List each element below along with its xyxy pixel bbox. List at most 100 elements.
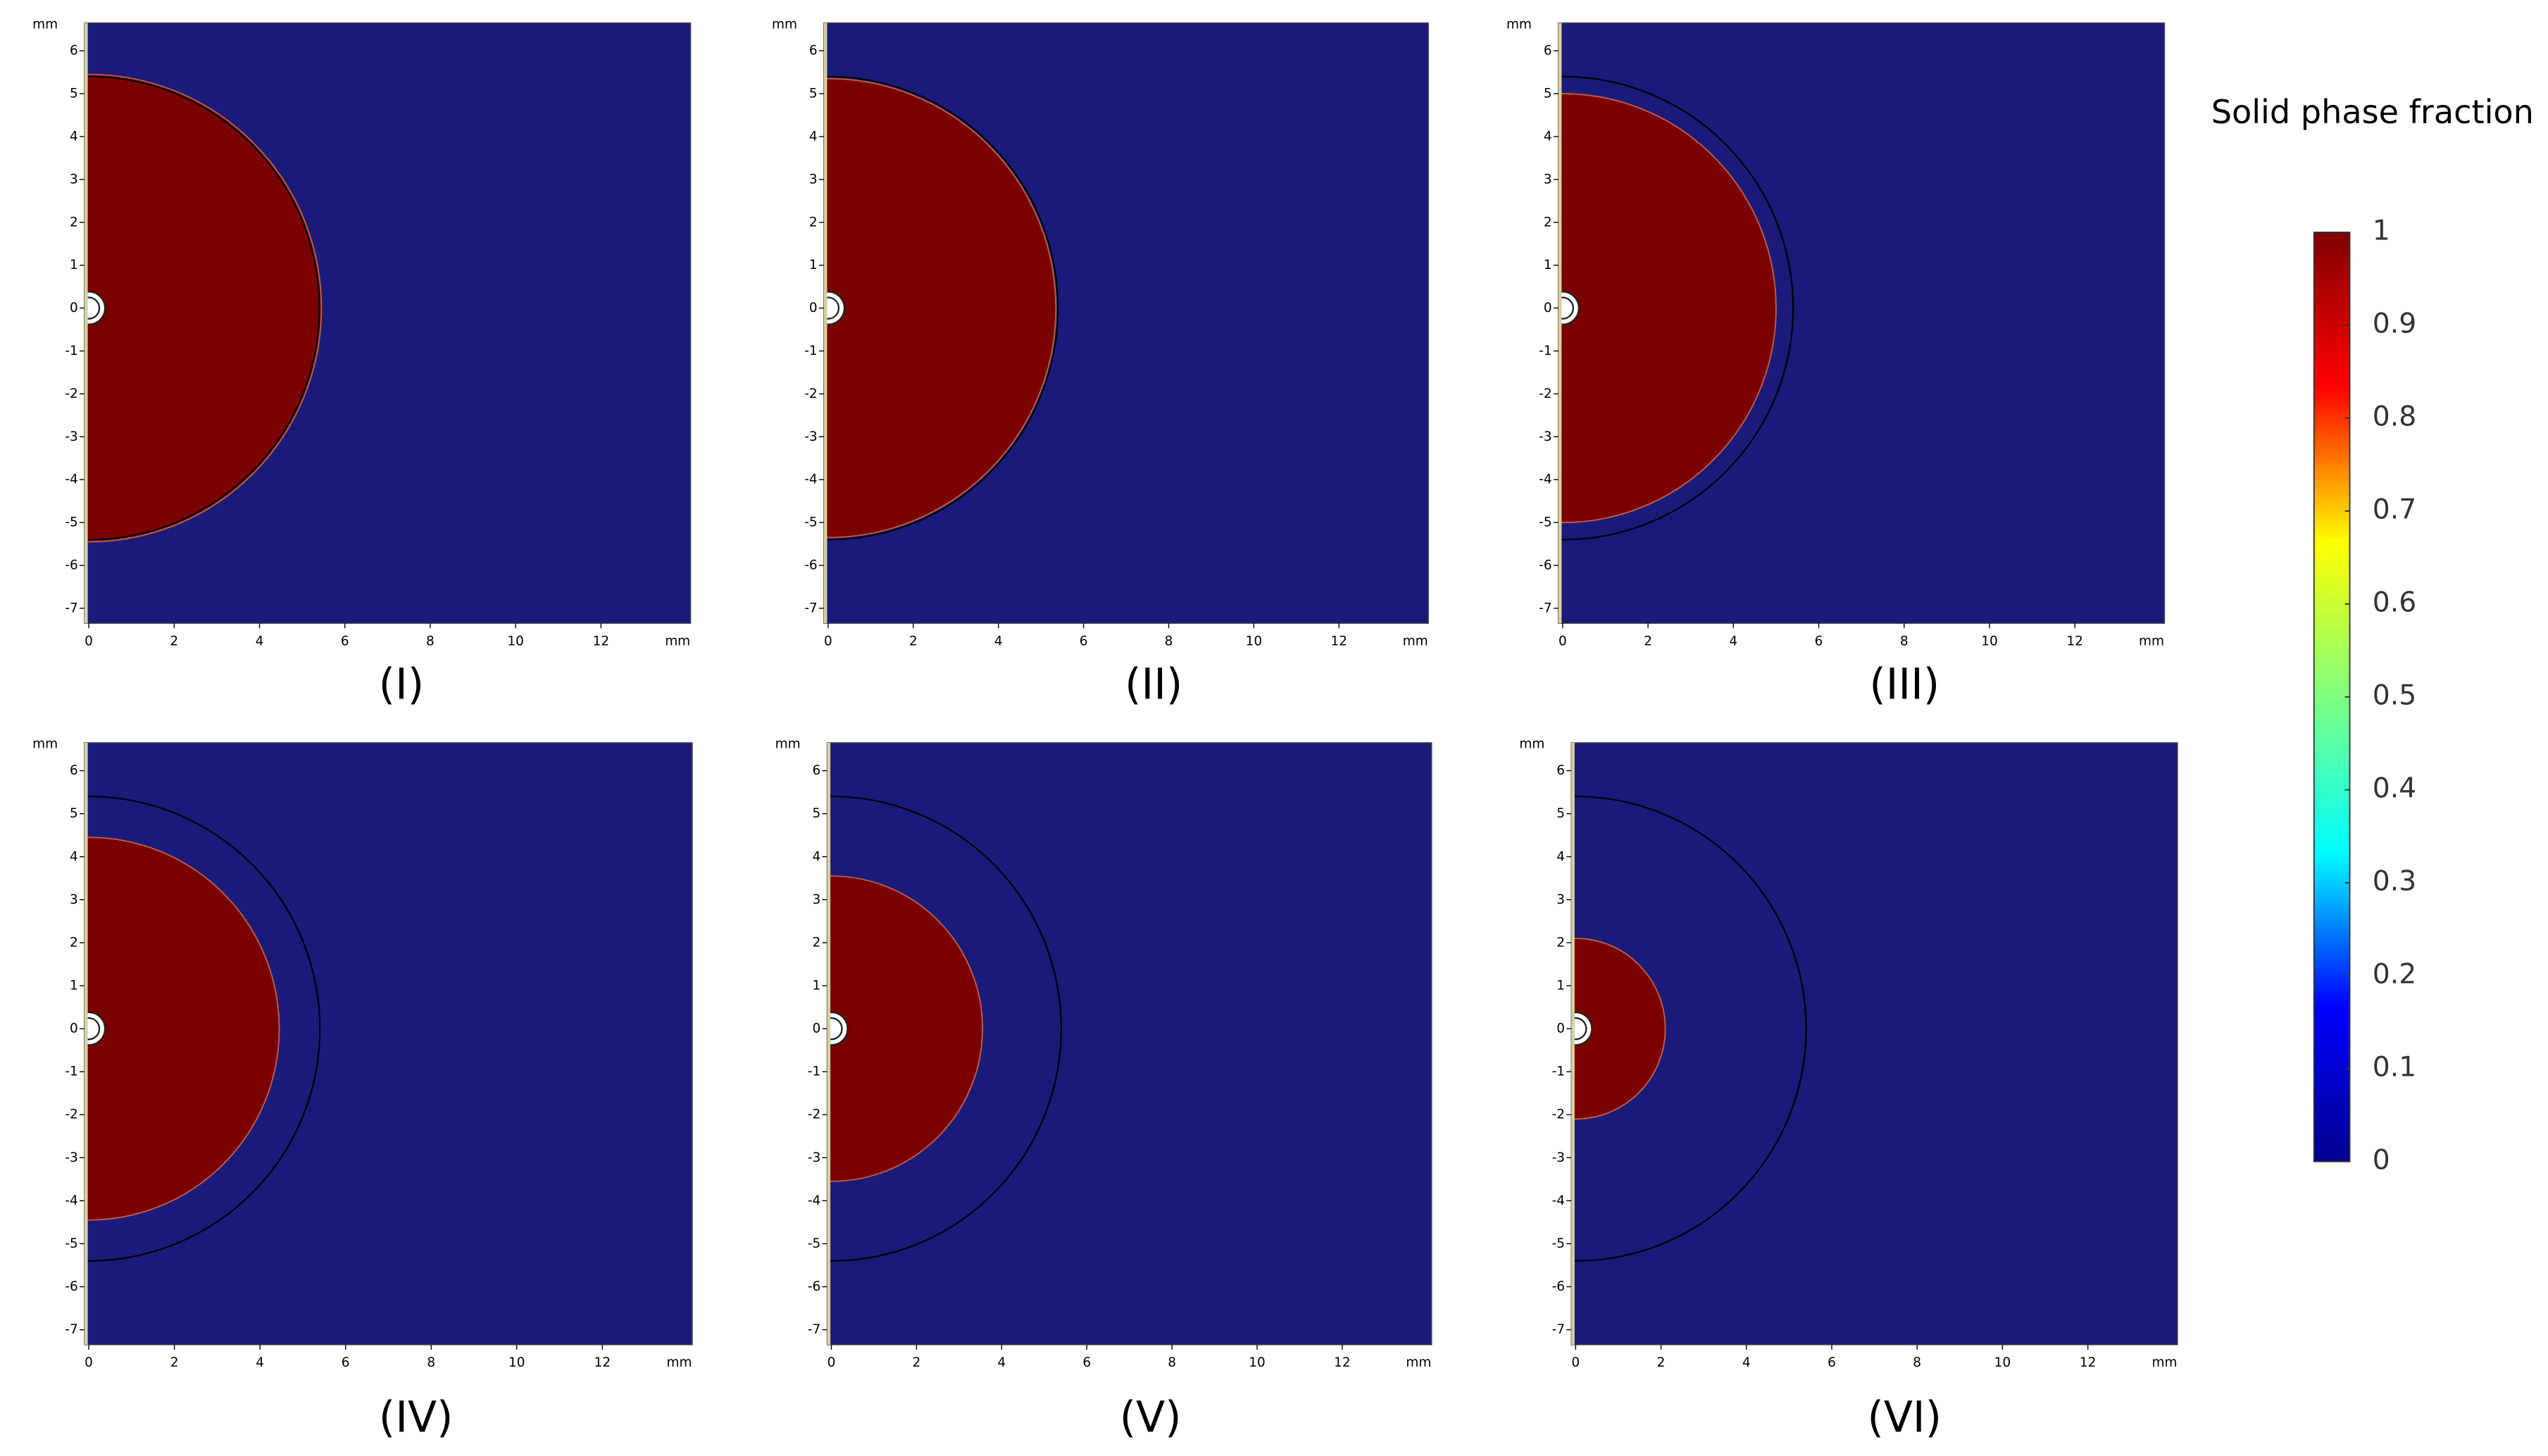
initial-boundary [84,75,320,541]
x-tick-label: 4 [1742,1355,1751,1370]
panel-label: (I) [379,660,424,709]
y-tick-label: -1 [1552,1065,1565,1079]
initial-boundary [823,75,1059,541]
x-unit: mm [667,1355,692,1370]
y-tick-label: -2 [65,387,77,401]
x-unit: mm [1406,1355,1431,1370]
x-tick-label: 2 [1644,634,1652,648]
x-unit: mm [2152,1355,2177,1370]
y-tick-label: 4 [70,849,78,864]
x-tick-label: 2 [170,634,178,648]
panel-label: (II) [1125,660,1182,709]
x-tick-label: 12 [2066,634,2082,648]
y-tick-label: 2 [1556,935,1565,950]
x-tick-label: 12 [1334,1355,1350,1370]
y-tick-label: 4 [70,129,78,144]
y-unit: mm [772,17,797,32]
y-tick-label: -6 [1539,558,1551,573]
colorbar-tick-label: 0.5 [2373,679,2416,711]
y-tick-label: -7 [65,601,77,615]
heater-core [827,1017,843,1041]
y-tick-label: 3 [809,172,818,187]
x-unit: mm [665,634,690,648]
x-tick-label: 6 [342,1355,350,1370]
x-tick-label: 12 [2080,1355,2096,1370]
y-unit: mm [32,737,58,752]
colorbar-title: Solid phase fraction [2211,93,2534,131]
initial-boundary [1558,75,1794,541]
y-tick-label: 5 [70,86,78,101]
y-tick-label: 2 [812,935,820,950]
solid-region [823,77,1057,539]
y-unit: mm [1506,17,1532,32]
y-tick-label: -4 [1539,472,1551,487]
panel-label: (III) [1869,660,1940,709]
x-tick-label: 8 [1168,1355,1176,1370]
y-unit: mm [1519,737,1544,752]
x-tick-label: 10 [1246,634,1262,648]
y-tick-label: 0 [70,1022,78,1036]
y-tick-label: -1 [65,1065,77,1079]
y-tick-label: -3 [1552,1150,1565,1165]
y-tick-label: 2 [1544,215,1552,230]
x-tick-label: 8 [427,1355,435,1370]
y-tick-label: 1 [809,258,818,272]
solid-region [84,73,323,543]
x-tick-label: 4 [256,634,264,648]
y-tick-label: -5 [65,515,77,530]
y-tick-label: 2 [70,935,78,950]
y-tick-label: -4 [65,472,77,487]
x-tick-label: 8 [1900,634,1909,648]
x-tick-label: 0 [85,634,93,648]
y-tick-label: -3 [808,1150,820,1165]
solid-region [1571,937,1666,1120]
y-tick-label: 3 [1544,172,1552,187]
y-tick-label: 6 [809,44,818,58]
plot-area [84,742,692,1345]
x-tick-label: 0 [85,1355,93,1370]
y-tick-label: 6 [1556,763,1565,778]
x-tick-label: 2 [913,1355,921,1370]
colorbar-tick-label: 0.2 [2373,958,2416,990]
y-tick-label: -2 [65,1107,77,1122]
y-tick-label: -1 [804,344,817,358]
x-tick-label: 10 [1981,634,1997,648]
y-tick-label: 4 [1556,849,1565,864]
y-tick-label: -1 [65,344,77,358]
y-tick-label: 4 [809,129,818,144]
x-tick-label: 4 [994,634,1003,648]
y-tick-label: -4 [808,1193,820,1208]
y-tick-label: 6 [812,763,820,778]
y-tick-label: 1 [1544,258,1552,272]
y-tick-label: 0 [70,301,78,315]
y-tick-label: -2 [1539,387,1551,401]
y-tick-label: -4 [804,472,817,487]
y-tick-label: -5 [808,1236,820,1251]
x-tick-label: 6 [1815,634,1823,648]
plot-area [827,742,1432,1345]
y-unit: mm [32,17,58,32]
x-tick-label: 0 [1571,1355,1580,1370]
x-tick-label: 4 [256,1355,264,1370]
x-tick-label: 6 [341,634,349,648]
x-tick-label: 8 [1165,634,1173,648]
x-tick-label: 2 [1657,1355,1666,1370]
x-unit: mm [1403,634,1428,648]
y-tick-label: -5 [1552,1236,1565,1251]
initial-boundary [827,796,1062,1262]
x-tick-label: 10 [507,634,523,648]
y-tick-label: -5 [65,1236,77,1251]
y-tick-label: -1 [1539,344,1551,358]
solid-region [827,875,983,1182]
y-tick-label: 3 [1556,892,1565,907]
y-tick-label: -7 [808,1322,820,1337]
axis-frame [823,22,1429,624]
initial-boundary [1571,796,1807,1262]
x-tick-label: 0 [828,1355,836,1370]
x-tick-label: 0 [824,634,832,648]
y-tick-label: 0 [1544,301,1552,315]
x-tick-label: 6 [1080,634,1088,648]
y-tick-label: 6 [70,763,78,778]
panel-label: (IV) [379,1393,454,1442]
x-tick-label: 10 [1249,1355,1265,1370]
